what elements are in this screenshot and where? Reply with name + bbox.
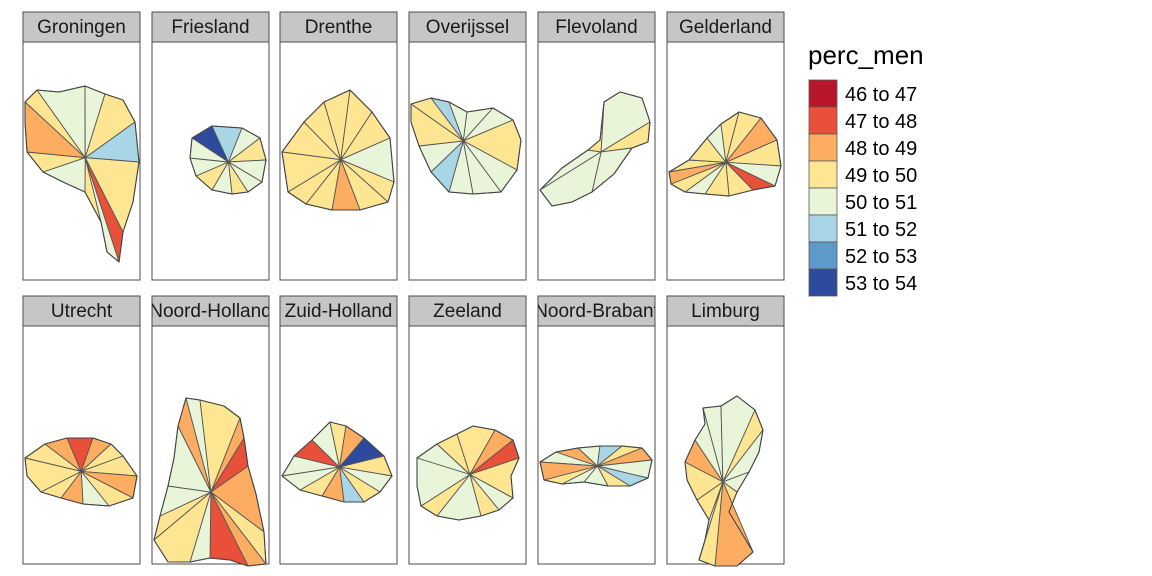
panel-title-zuid-holland: Zuid-Holland bbox=[285, 301, 393, 322]
legend-items: 46 to 47 47 to 48 48 to 49 49 to 50 50 to 51… bbox=[808, 79, 917, 297]
province-outline bbox=[189, 125, 267, 195]
legend: perc_men 46 to 47 47 to 48 48 to 49 49 to 5… bbox=[808, 40, 924, 297]
panel-strip-flevoland bbox=[537, 11, 656, 43]
panel-flevoland: Flevoland bbox=[537, 11, 656, 281]
legend-swatch bbox=[808, 241, 838, 270]
municipalities-gelderland bbox=[668, 111, 782, 197]
legend-label: 48 to 49 bbox=[845, 138, 917, 160]
municipalities-drenthe bbox=[281, 89, 395, 211]
legend-swatch bbox=[808, 106, 838, 135]
panel-title-flevoland: Flevoland bbox=[555, 17, 637, 38]
panel-title-utrecht: Utrecht bbox=[51, 301, 113, 322]
panel-utrecht: Utrecht bbox=[22, 295, 141, 565]
legend-swatch bbox=[808, 160, 838, 189]
province-outline bbox=[410, 97, 522, 195]
panel-zuid-holland: Zuid-Holland bbox=[279, 295, 398, 565]
legend-label: 49 to 50 bbox=[845, 165, 917, 187]
panel-title-noord-brabant: Noord-Brabant bbox=[534, 301, 659, 322]
panel-gelderland: Gelderland bbox=[666, 11, 785, 281]
province-outline bbox=[281, 421, 393, 503]
panel-strip-zuid-holland bbox=[279, 295, 398, 327]
legend-label: 53 to 54 bbox=[845, 273, 917, 295]
legend-label: 47 to 48 bbox=[845, 111, 917, 133]
panel-frame-noord-brabant bbox=[537, 325, 656, 565]
panel-strip-noord-brabant bbox=[537, 295, 656, 327]
panel-strip-drenthe bbox=[279, 11, 398, 43]
province-outline bbox=[416, 425, 520, 521]
legend-swatch bbox=[808, 214, 838, 243]
legend-swatch bbox=[808, 133, 838, 162]
province-outline bbox=[153, 397, 267, 567]
province-outline bbox=[24, 437, 138, 507]
panel-title-groningen: Groningen bbox=[37, 17, 126, 38]
legend-label: 50 to 51 bbox=[845, 192, 917, 214]
municipalities-noord-brabant bbox=[539, 445, 653, 487]
municipalities-limburg bbox=[684, 395, 764, 567]
province-outline bbox=[539, 445, 653, 487]
panel-strip-noord-holland bbox=[151, 295, 270, 327]
panel-title-noord-holland: Noord-Holland bbox=[149, 301, 272, 322]
legend-swatch bbox=[808, 79, 838, 108]
panel-friesland: Friesland bbox=[151, 11, 270, 281]
panel-title-limburg: Limburg bbox=[691, 301, 760, 322]
province-outline bbox=[684, 395, 764, 567]
legend-label: 46 to 47 bbox=[845, 84, 917, 106]
panel-strip-limburg bbox=[666, 295, 785, 327]
panel-noord-brabant: Noord-Brabant bbox=[534, 295, 659, 565]
province-outline bbox=[24, 85, 140, 263]
legend-label: 52 to 53 bbox=[845, 246, 917, 268]
panel-title-zeeland: Zeeland bbox=[433, 301, 502, 322]
legend-label: 51 to 52 bbox=[845, 219, 917, 241]
panel-overijssel: Overijssel bbox=[408, 11, 527, 281]
panel-title-friesland: Friesland bbox=[171, 17, 249, 38]
panel-title-gelderland: Gelderland bbox=[679, 17, 772, 38]
panel-drenthe: Drenthe bbox=[279, 11, 398, 281]
municipalities-friesland bbox=[189, 125, 267, 195]
panel-strip-zeeland bbox=[408, 295, 527, 327]
facet-panels: Groningen Friesland Drenthe Overijssel Flevo… bbox=[22, 11, 785, 567]
province-outline bbox=[539, 91, 651, 207]
province-outline bbox=[281, 89, 395, 211]
panel-noord-holland: Noord-Holland bbox=[149, 295, 272, 567]
legend-title: perc_men bbox=[808, 40, 924, 70]
panel-groningen: Groningen bbox=[22, 11, 141, 281]
province-outline bbox=[668, 111, 782, 197]
panel-strip-friesland bbox=[151, 11, 270, 43]
panel-strip-groningen bbox=[22, 11, 141, 43]
panel-zeeland: Zeeland bbox=[408, 295, 527, 565]
municipalities-zeeland bbox=[416, 425, 520, 521]
municipalities-noord-holland bbox=[153, 397, 267, 567]
municipalities-flevoland bbox=[539, 91, 651, 207]
panel-title-drenthe: Drenthe bbox=[305, 17, 373, 38]
panel-strip-utrecht bbox=[22, 295, 141, 327]
legend-swatch bbox=[808, 268, 838, 297]
panel-title-overijssel: Overijssel bbox=[426, 17, 509, 38]
panel-limburg: Limburg bbox=[666, 295, 785, 567]
municipalities-overijssel bbox=[410, 97, 522, 195]
legend-swatch bbox=[808, 187, 838, 216]
